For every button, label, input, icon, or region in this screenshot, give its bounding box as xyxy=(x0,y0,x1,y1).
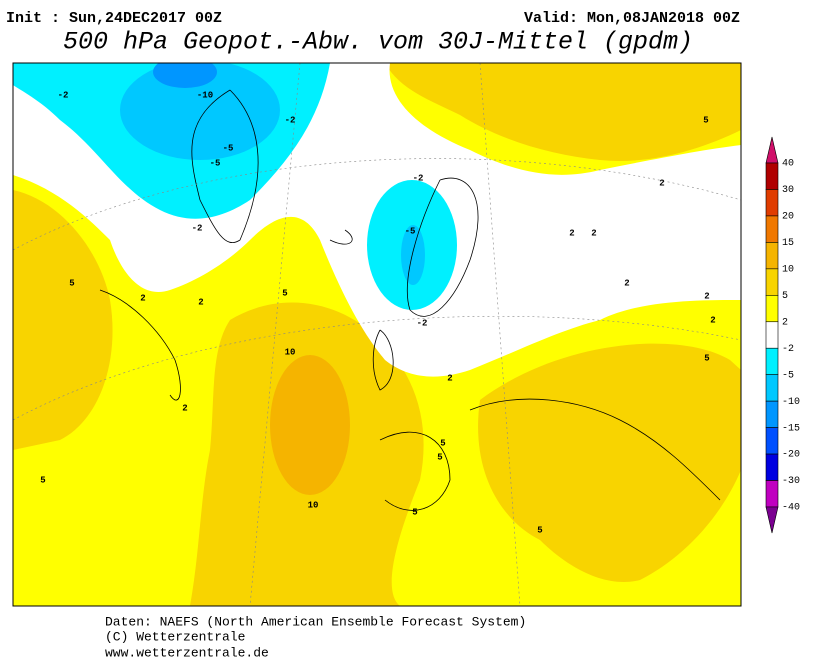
colorbar-label: -15 xyxy=(782,423,800,434)
colorbar-label: 30 xyxy=(782,185,794,196)
colorbar-label: -2 xyxy=(782,344,794,355)
contour-label: -5 xyxy=(405,226,416,236)
contour-label: 2 xyxy=(140,293,145,303)
contour-label: 5 xyxy=(437,452,442,462)
colorbar-label: 5 xyxy=(782,291,788,302)
colorbar-segment xyxy=(765,480,779,508)
colorbar-segment xyxy=(765,268,779,296)
colorbar-segment xyxy=(765,453,779,481)
field-10-15 xyxy=(270,355,350,495)
colorbar-segment xyxy=(765,321,779,349)
contour-label: -5 xyxy=(210,158,221,168)
colorbar-segment xyxy=(765,189,779,217)
colorbar-label: 2 xyxy=(782,317,788,328)
contour-label: 2 xyxy=(569,228,574,238)
contour-label: 5 xyxy=(703,115,708,125)
contour-label: 2 xyxy=(710,315,715,325)
contour-label: 2 xyxy=(704,291,709,301)
colorbar-label: -40 xyxy=(782,503,800,514)
colorbar-segment xyxy=(765,427,779,455)
map-frame xyxy=(12,62,742,607)
contour-label: 5 xyxy=(69,278,74,288)
contour-label: -2 xyxy=(285,115,296,125)
contour-label: 5 xyxy=(440,438,445,448)
contour-label: 5 xyxy=(412,507,417,517)
colorbar-segment xyxy=(765,215,779,243)
colorbar-segment xyxy=(765,295,779,323)
colorbar-label: 15 xyxy=(782,238,794,249)
field-5-10 xyxy=(478,343,741,582)
contour-label: 2 xyxy=(447,373,452,383)
contour-label: -2 xyxy=(417,318,428,328)
contour-label: -2 xyxy=(192,223,203,233)
contour-label: 2 xyxy=(659,178,664,188)
contour-label: 10 xyxy=(308,500,319,510)
field-minus-10-15 xyxy=(153,63,217,88)
colorbar-label: 20 xyxy=(782,212,794,223)
map-title: 500 hPa Geopot.-Abw. vom 30J-Mittel (gpd… xyxy=(63,28,693,57)
field-minus-5-10 xyxy=(120,63,280,160)
colorbar-label: -10 xyxy=(782,397,800,408)
colorbar-segment xyxy=(765,374,779,402)
graticule xyxy=(13,63,741,606)
contour-label: 10 xyxy=(285,347,296,357)
contour-label: 2 xyxy=(198,297,203,307)
field-5-10 xyxy=(385,63,741,161)
colorbar-label: -20 xyxy=(782,450,800,461)
map xyxy=(12,62,742,607)
contour-label: 5 xyxy=(40,475,45,485)
colorbar-cap xyxy=(765,506,779,534)
contour-label: 5 xyxy=(704,353,709,363)
contour-label: -2 xyxy=(413,173,424,183)
field-5-10 xyxy=(13,190,113,450)
contour-label: 5 xyxy=(282,288,287,298)
contour-label: -2 xyxy=(58,90,69,100)
colorbar-segment xyxy=(765,162,779,190)
colorbar-segment xyxy=(765,242,779,270)
init-time: Init : Sun,24DEC2017 00Z xyxy=(6,10,222,27)
coastlines xyxy=(99,89,721,511)
footer-line: Daten: NAEFS (North American Ensemble Fo… xyxy=(105,614,526,629)
colorbar-label: 40 xyxy=(782,159,794,170)
field-minus-5-10 xyxy=(401,225,425,285)
footer-line: www.wetterzentrale.de xyxy=(105,645,269,660)
colorbar-cap xyxy=(765,136,779,164)
contour-label: -5 xyxy=(223,143,234,153)
contour-label: -10 xyxy=(197,90,213,100)
colorbar: 40 30 20 15 10 5 2 -2 -5 -10 -15 -20 -30 -40 xyxy=(765,136,800,534)
colorbar-label: 10 xyxy=(782,264,794,275)
colorbar-segment xyxy=(765,400,779,428)
contour-label: 2 xyxy=(182,403,187,413)
footer-line: (C) Wetterzentrale xyxy=(105,629,245,644)
valid-time: Valid: Mon,08JAN2018 00Z xyxy=(524,10,740,27)
contour-label: 2 xyxy=(591,228,596,238)
contour-label: 5 xyxy=(537,525,542,535)
colorbar-segment xyxy=(765,347,779,375)
contour-label: 2 xyxy=(624,278,629,288)
colorbar-label: -30 xyxy=(782,476,800,487)
colorbar-label: -5 xyxy=(782,370,794,381)
